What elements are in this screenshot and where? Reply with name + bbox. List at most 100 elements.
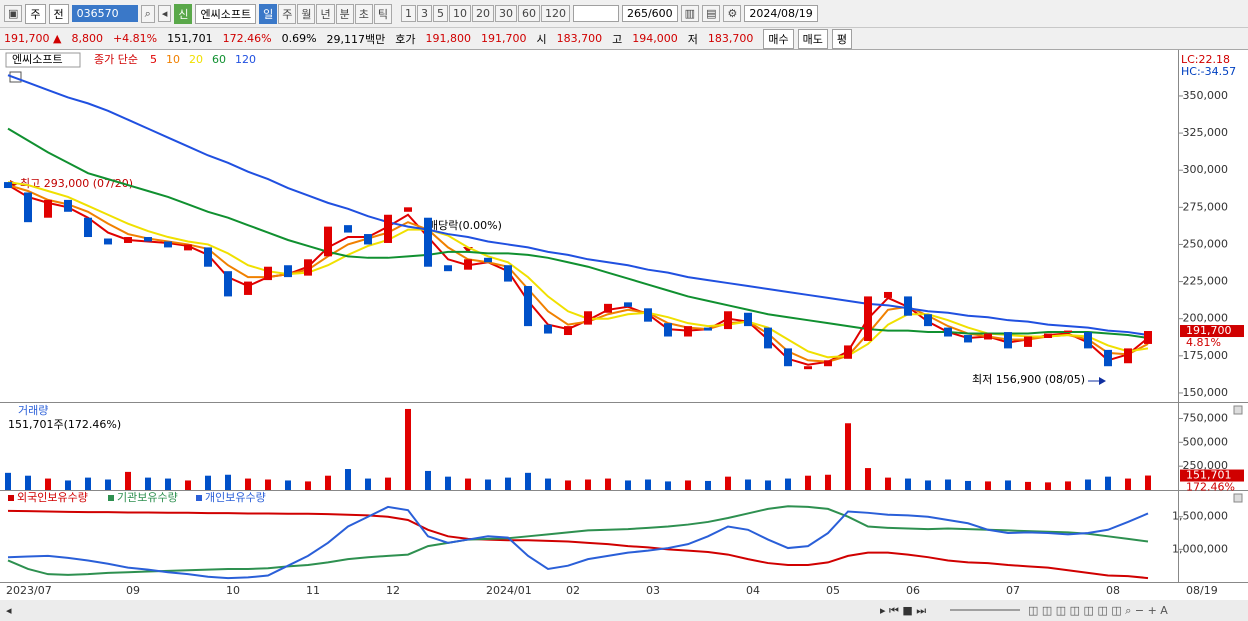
candle <box>804 366 812 370</box>
y-tick-label: 350,000 <box>1183 89 1229 102</box>
period-button[interactable]: 년 <box>316 3 335 24</box>
interval-button[interactable]: 1 <box>400 5 416 22</box>
candle <box>584 311 592 325</box>
period-button[interactable]: 주 <box>278 3 297 24</box>
candle <box>1024 336 1032 347</box>
price-tag-bg <box>1180 325 1244 338</box>
legend-entry: 개인보유수량 <box>205 491 266 504</box>
volume-bar <box>125 471 131 490</box>
period-button[interactable]: 월 <box>297 3 316 24</box>
volume-bar <box>665 481 671 490</box>
candle <box>1124 348 1132 364</box>
candle <box>884 291 892 298</box>
interval-button[interactable]: 10 <box>448 5 471 22</box>
tool-button[interactable]: ▤ <box>702 5 721 22</box>
low: 183,700 <box>707 32 754 45</box>
candle <box>744 312 752 327</box>
order-button[interactable]: 매도 <box>797 28 828 49</box>
date-input[interactable]: 2024/08/19 <box>744 5 818 22</box>
change: 8,800 <box>71 32 103 45</box>
search-button[interactable]: ⌕ <box>140 4 155 23</box>
new-badge[interactable]: 신 <box>174 3 193 24</box>
volume-bar <box>1145 475 1151 490</box>
volume-bar <box>605 478 611 490</box>
candle <box>244 281 252 295</box>
candle <box>764 327 772 349</box>
interval-button[interactable]: 20 <box>471 5 494 22</box>
title-box <box>5 52 81 68</box>
volume-bar <box>25 475 31 490</box>
volume-bar <box>645 479 651 490</box>
high: 194,000 <box>632 32 678 45</box>
y-tick-label: 250,000 <box>1183 459 1229 472</box>
scroll-left[interactable]: ◂ <box>6 604 12 617</box>
volume-bar <box>45 478 51 490</box>
interval-button[interactable]: 5 <box>432 5 448 22</box>
interval-button[interactable]: 30 <box>494 5 517 22</box>
period-button[interactable]: 분 <box>335 3 354 24</box>
interval-button[interactable]: 60 <box>517 5 540 22</box>
period-select[interactable]: 주 <box>25 3 46 24</box>
holding-line <box>7 505 1149 580</box>
volume-subtitle: 151,701주(172.46%) <box>8 418 121 431</box>
candle <box>724 311 732 330</box>
order-button[interactable]: 평 <box>831 28 853 49</box>
legend-entry: 기관보유수량 <box>117 491 178 504</box>
legend-swatch <box>108 495 114 501</box>
volume-bar <box>345 469 351 490</box>
legend-entry: 120 <box>235 53 256 66</box>
tool-icons[interactable]: ◫ ◫ ◫ ◫ ◫ ◫ ◫ ⌕ − + A <box>1028 604 1168 617</box>
candle <box>284 265 292 278</box>
candle <box>944 327 952 337</box>
y-tick-label: 750,000 <box>1183 411 1229 424</box>
candle <box>964 335 972 343</box>
code-input[interactable]: 036570 <box>71 5 138 22</box>
legend-swatch <box>196 495 202 501</box>
price-tag: 191,700 <box>1186 324 1232 337</box>
settings-button[interactable]: ⚙ <box>723 5 742 22</box>
icon-button[interactable]: ▣ <box>4 5 23 22</box>
close-button[interactable] <box>1233 405 1243 415</box>
candle <box>184 244 192 251</box>
candle <box>464 259 472 270</box>
low-arrow-head <box>1099 377 1106 385</box>
candle <box>224 271 232 297</box>
scrollbar[interactable] <box>0 600 1248 621</box>
tool-button[interactable]: ▥ <box>680 5 700 22</box>
period-button[interactable]: 초 <box>354 3 373 24</box>
candle <box>344 225 352 233</box>
x-last-label: 08/19 <box>1186 584 1218 597</box>
empty-combo[interactable]: ​ <box>572 5 619 22</box>
volume-bar <box>445 476 451 490</box>
period-button[interactable]: 일 <box>259 3 278 24</box>
period-button[interactable]: 틱 <box>373 3 392 24</box>
volume-bar <box>185 480 191 490</box>
candle <box>44 199 52 218</box>
interval-group: 1 3 5 10 20 30 60 120 <box>400 5 570 22</box>
candle <box>124 237 132 243</box>
candle <box>824 360 832 367</box>
x-tick-label: 08 <box>1106 584 1120 597</box>
order-button[interactable]: 매수 <box>763 28 794 49</box>
moving-average <box>7 184 1149 366</box>
x-tick-label: 02 <box>566 584 580 597</box>
mode-select[interactable]: 전 <box>48 3 69 24</box>
volume-tag: 151,701 <box>1186 469 1232 482</box>
candle <box>1104 349 1112 367</box>
volume-bar <box>1125 478 1131 490</box>
interval-button[interactable]: 3 <box>416 5 432 22</box>
scroll-controls[interactable]: ▸ ⏮ ■ ⏭ <box>880 604 926 617</box>
hc-label: HC:-34.57 <box>1181 65 1236 78</box>
candle <box>24 192 32 223</box>
y-tick-label: 1,000,000 <box>1172 542 1228 555</box>
holding-line <box>7 505 1149 576</box>
sound-button[interactable]: ◂ <box>157 5 172 22</box>
volume-bar <box>705 480 711 490</box>
interval-button[interactable]: 120 <box>540 5 570 22</box>
close-button[interactable] <box>1233 493 1243 503</box>
x-tick-label: 10 <box>226 584 240 597</box>
y-tick-label: 300,000 <box>1183 163 1229 176</box>
candle <box>444 265 452 272</box>
candle <box>484 257 492 263</box>
